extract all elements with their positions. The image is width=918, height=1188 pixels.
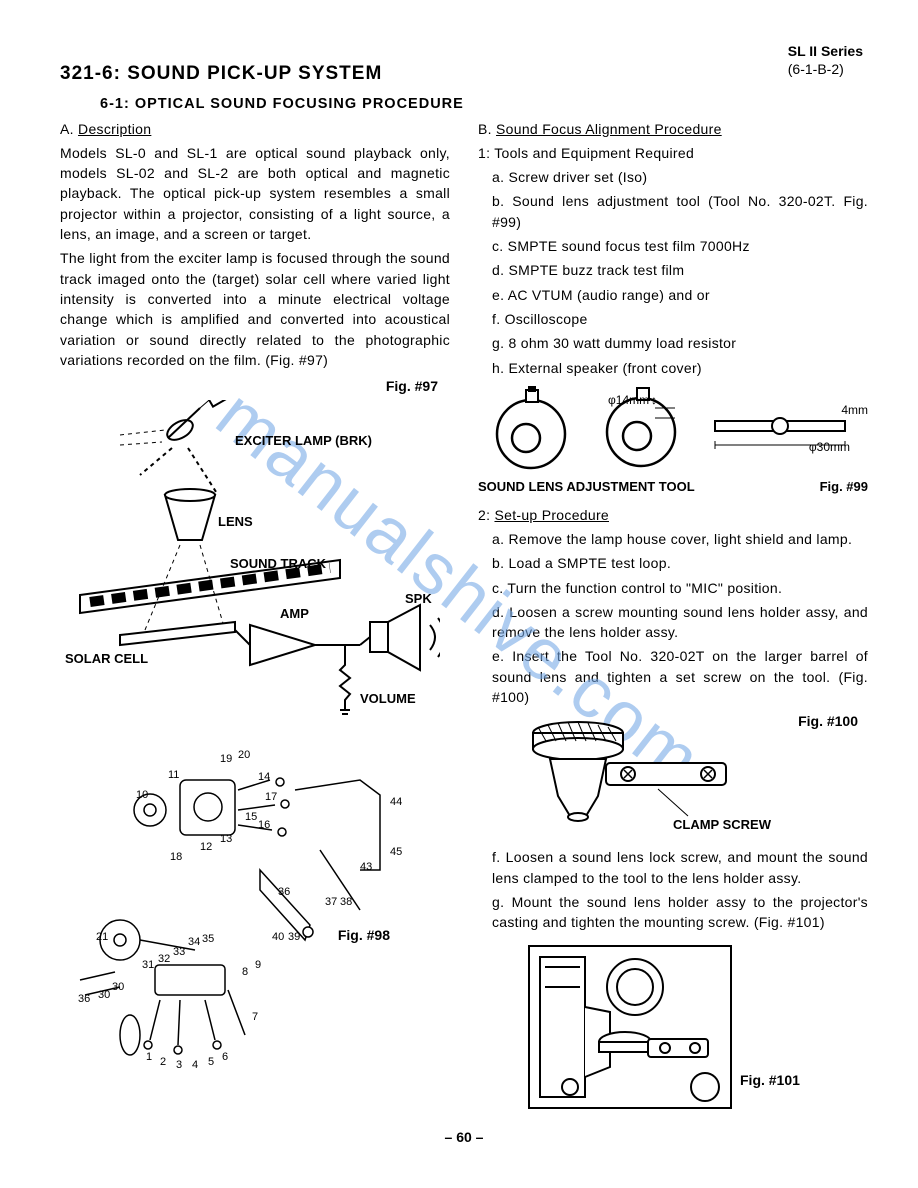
n3: 3	[176, 1058, 182, 1074]
fig97-caption: Fig. #97	[60, 376, 438, 396]
n17: 17	[265, 790, 277, 806]
figure-97: EXCITER LAMP (BRK) LENS SOUND TRACK SOLA…	[60, 400, 450, 740]
label-solar: SOLAR CELL	[65, 650, 148, 669]
tool-shape-1	[486, 386, 576, 471]
figure-100: Fig. #100 CLAMP SCREW	[508, 711, 868, 841]
description-label: Description	[78, 121, 151, 137]
n2: 2	[160, 1055, 166, 1071]
setup-label: Set-up Procedure	[494, 507, 609, 523]
tool-c: c. SMPTE sound focus test film 7000Hz	[492, 236, 868, 256]
n36: 35	[202, 932, 214, 948]
para-1: Models SL-0 and SL-1 are optical sound p…	[60, 143, 450, 244]
fig98-caption: Fig. #98	[338, 925, 390, 945]
fig99-tool-row: ↕ φ14mm 4mm φ30mm	[478, 384, 868, 474]
setup-d: d. Loosen a screw mounting sound lens ho…	[492, 602, 868, 643]
tool-a: a. Screw driver set (Iso)	[492, 167, 868, 187]
tools-head: 1: Tools and Equipment Required	[478, 143, 868, 163]
n13: 13	[220, 832, 232, 848]
fig99-caption-row: SOUND LENS ADJUSTMENT TOOL Fig. #99	[478, 478, 868, 497]
tool-b: b. Sound lens adjustment tool (Tool No. …	[492, 191, 868, 232]
fig100-label: Fig. #100	[798, 711, 858, 731]
setup-a: a. Remove the lamp house cover, light sh…	[492, 529, 868, 549]
n1: 1	[146, 1050, 152, 1066]
label-spk: SPK	[405, 590, 432, 609]
n32: 31	[142, 958, 154, 974]
left-column: A. Description Models SL-0 and SL-1 are …	[60, 119, 450, 1109]
n9: 9	[255, 958, 261, 974]
label-track: SOUND TRACK	[230, 555, 326, 574]
tool-f: f. Oscilloscope	[492, 309, 868, 329]
n35: 34	[188, 935, 200, 951]
setup-c: c. Turn the function control to "MIC" po…	[492, 578, 868, 598]
n21: 21	[96, 930, 108, 946]
n39: 37	[325, 895, 337, 911]
tool-e: e. AC VTUM (audio range) and or	[492, 285, 868, 305]
tool-caption: SOUND LENS ADJUSTMENT TOOL	[478, 478, 695, 497]
n6: 6	[222, 1050, 228, 1066]
fig101-svg	[530, 947, 726, 1103]
para-2: The light from the exciter lamp is focus…	[60, 248, 450, 370]
n41: 39	[288, 930, 300, 946]
n20: 20	[238, 748, 250, 764]
n7: 7	[252, 1010, 258, 1026]
section-heading: 6-1: OPTICAL SOUND FOCUSING PROCEDURE	[100, 94, 868, 115]
n18: 18	[170, 850, 182, 866]
series-label: SL II Series	[788, 42, 863, 60]
n10: 10	[136, 788, 148, 804]
n5: 5	[208, 1055, 214, 1071]
svg-text:↕: ↕	[651, 393, 657, 407]
fig99-label: Fig. #99	[820, 478, 868, 497]
n15: 15	[245, 810, 257, 826]
n44: 44	[390, 795, 402, 811]
n34: 33	[173, 945, 185, 961]
setup-b: b. Load a SMPTE test loop.	[492, 553, 868, 573]
clamp-label: CLAMP SCREW	[673, 816, 771, 835]
n4: 4	[192, 1058, 198, 1074]
dim-14mm: φ14mm	[608, 392, 649, 409]
n8: 8	[242, 965, 248, 981]
dim-30mm: φ30mm	[809, 439, 850, 456]
fig101-label: Fig. #101	[740, 1070, 800, 1108]
tool-d: d. SMPTE buzz track test film	[492, 260, 868, 280]
setup-g: g. Mount the sound lens holder assy to t…	[492, 892, 868, 933]
b-head: B. Sound Focus Alignment Procedure	[478, 119, 868, 139]
label-volume: VOLUME	[360, 690, 416, 709]
n33: 32	[158, 952, 170, 968]
n31: 30	[112, 980, 124, 996]
label-exciter: EXCITER LAMP (BRK)	[235, 432, 372, 451]
n12: 12	[200, 840, 212, 856]
n19: 19	[220, 752, 232, 768]
label-lens: LENS	[218, 513, 253, 532]
figure-98: 10 11 19 20 12 13 14 15 16 17 18 44 45 4…	[60, 740, 450, 1070]
n42: 40	[272, 930, 284, 946]
right-column: B. Sound Focus Alignment Procedure 1: To…	[478, 119, 868, 1109]
label-amp: AMP	[280, 605, 309, 624]
b-label: Sound Focus Alignment Procedure	[496, 121, 722, 137]
page-title: 321-6: SOUND PICK-UP SYSTEM	[60, 60, 868, 88]
dim-4mm: 4mm	[841, 402, 868, 419]
header-code: (6-1-B-2)	[788, 60, 863, 78]
n37: 36	[78, 992, 90, 1008]
n45: 45	[390, 845, 402, 861]
setup-e: e. Insert the Tool No. 320-02T on the la…	[492, 646, 868, 707]
setup-f: f. Loosen a sound lens lock screw, and m…	[492, 847, 868, 888]
setup-head: 2: Set-up Procedure	[478, 505, 868, 525]
figure-101	[528, 945, 732, 1109]
header-right: SL II Series (6-1-B-2)	[788, 42, 863, 78]
n16: 16	[258, 818, 270, 834]
n30: 30	[98, 988, 110, 1004]
n43: 43	[360, 860, 372, 876]
n11: 11	[168, 768, 179, 784]
tool-g: g. 8 ohm 30 watt dummy load resistor	[492, 333, 868, 353]
tool-h: h. External speaker (front cover)	[492, 358, 868, 378]
n14: 14	[258, 770, 270, 786]
n40: 38	[340, 895, 352, 911]
a-description-head: A. Description	[60, 119, 450, 139]
n38: 36	[278, 885, 290, 901]
page-number: – 60 –	[60, 1127, 868, 1147]
